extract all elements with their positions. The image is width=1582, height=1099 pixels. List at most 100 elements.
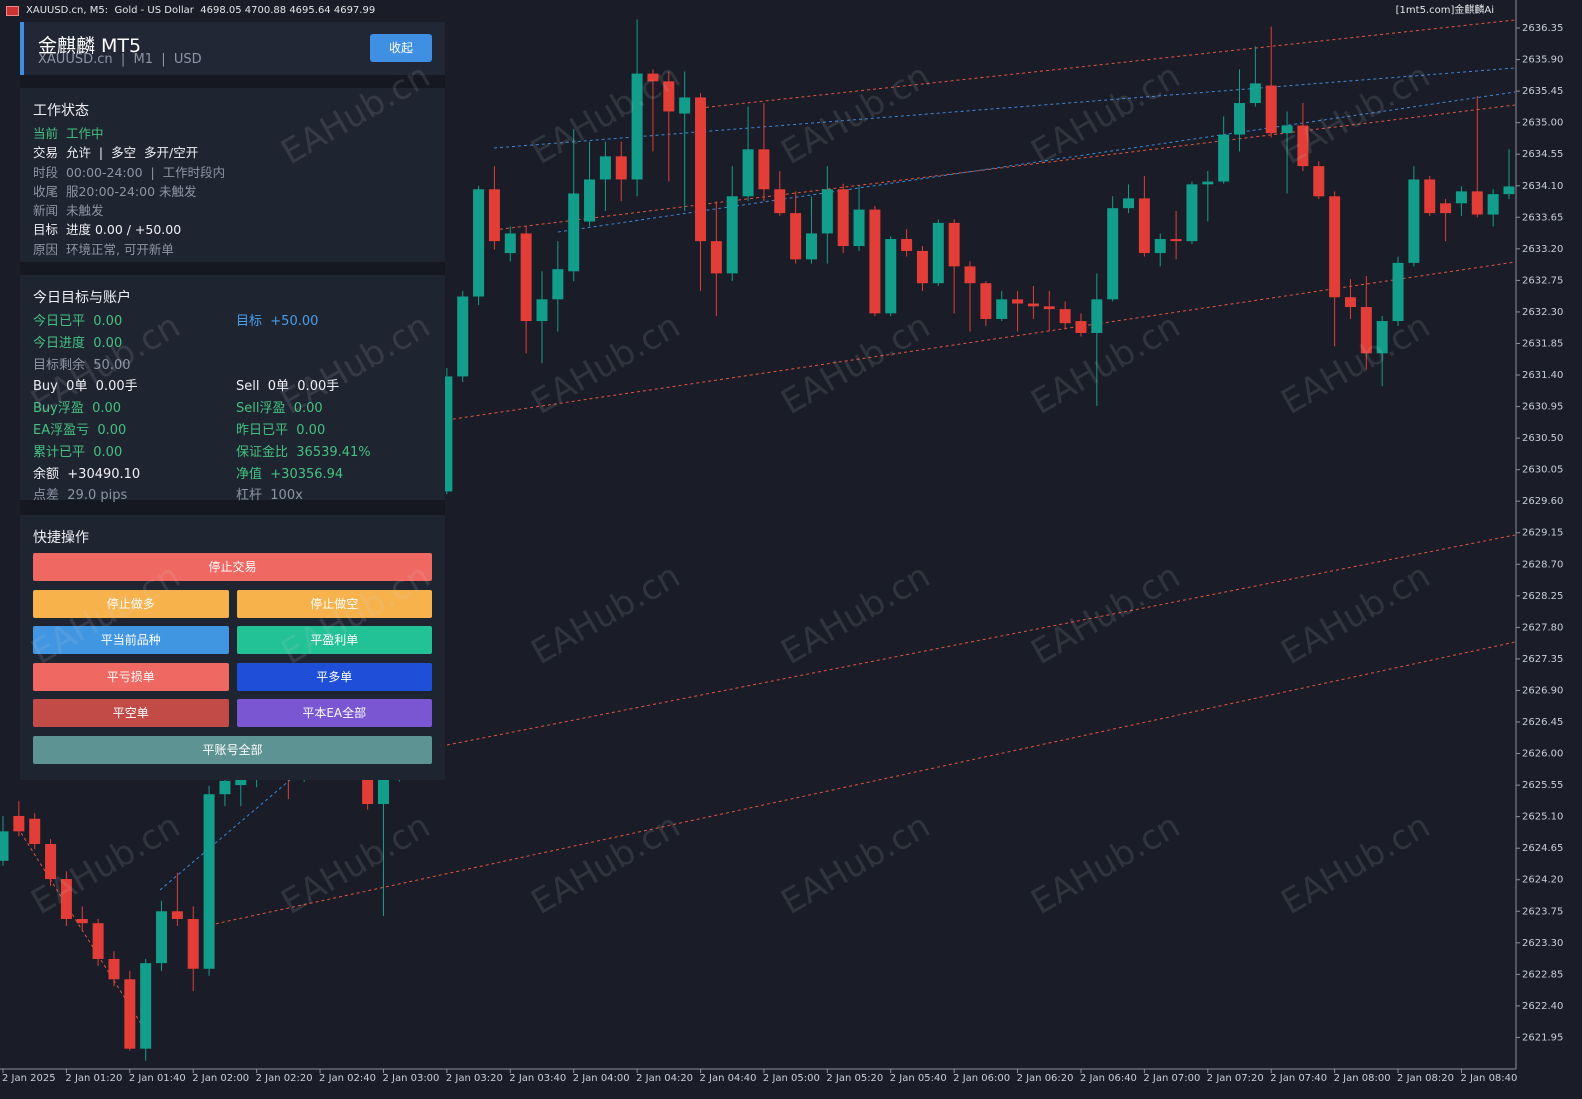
candle-body	[663, 81, 675, 112]
account-label: 目标	[236, 314, 263, 329]
candle-body	[1043, 306, 1055, 310]
account-value: 0单 0.00手	[267, 379, 340, 395]
spacer	[58, 203, 66, 218]
candle-body	[1186, 184, 1198, 242]
candle-body	[1107, 208, 1119, 300]
account-value: 0.00	[93, 335, 123, 351]
account-item: 净值 +30356.94	[236, 464, 343, 486]
y-tick-label: 2626.45	[1522, 717, 1563, 728]
candle-body	[1202, 181, 1214, 185]
action-button[interactable]: 平多单	[236, 662, 432, 691]
action-button[interactable]: 平当前品种	[33, 626, 229, 654]
x-tick-label: 2 Jan 04:40	[700, 1073, 757, 1084]
symbol-info: XAUUSD.cn, M5: Gold - US Dollar 4698.05 …	[26, 0, 375, 22]
action-button[interactable]: 平账号全部	[33, 735, 432, 764]
account-label: 累计已平	[33, 444, 86, 460]
account-label: 今日进度	[33, 335, 86, 351]
action-button[interactable]: 平本EA全部	[236, 699, 432, 727]
action-button[interactable]: 停止做空	[236, 589, 432, 618]
account-row: 点差 29.0 pips 杠杆 100x	[33, 485, 432, 507]
candle-body	[790, 213, 802, 260]
action-button[interactable]: 停止交易	[33, 553, 432, 581]
status-section: 工作状态 当前 工作中 交易 允许 | 多空 多开/空开 时段 00:00-24:0…	[20, 88, 445, 262]
collapse-button[interactable]: 收起	[370, 34, 432, 62]
account-label: Buy浮盈	[33, 401, 84, 417]
account-item: 目标 +50.00	[236, 311, 318, 333]
candle-body	[76, 918, 88, 924]
account-item: 余额 +30490.10	[33, 464, 140, 486]
account-value: 0单 0.00手	[66, 379, 138, 395]
y-tick-label: 2632.75	[1522, 275, 1563, 286]
status-row: 当前 工作中	[33, 124, 432, 143]
y-tick-label: 2630.50	[1522, 433, 1563, 444]
x-tick-label: 2 Jan 07:40	[1270, 1073, 1327, 1084]
button-row: 平空单 平本EA全部	[33, 699, 432, 727]
account-label: Sell浮盈	[236, 401, 286, 417]
y-tick-label: 2626.90	[1522, 685, 1563, 696]
candle-body	[1234, 103, 1246, 135]
x-tick-label: 2 Jan 05:40	[890, 1073, 947, 1084]
action-button[interactable]: 平空单	[33, 699, 229, 727]
candle-body	[774, 189, 786, 214]
candle-body	[552, 269, 564, 300]
candle-body	[916, 250, 928, 284]
y-tick-label: 2634.10	[1522, 181, 1563, 192]
account-value: 0.00	[93, 444, 123, 460]
account-label: Buy	[33, 379, 58, 395]
account-value: 100x	[270, 488, 303, 504]
candle-body	[1075, 321, 1087, 333]
x-tick-label: 2 Jan 03:20	[446, 1073, 503, 1084]
candle-body	[1091, 299, 1103, 333]
account-row: 今日进度 0.00	[33, 333, 432, 355]
candle-body	[1360, 307, 1372, 354]
status-row: 交易 允许 | 多空 多开/空开	[33, 143, 432, 162]
y-tick-label: 2625.10	[1522, 812, 1563, 823]
account-value: 29.0 pips	[67, 488, 128, 504]
account-value: 0.00	[293, 401, 323, 417]
candle-body	[615, 156, 627, 180]
account-label: 昨日已平	[236, 422, 289, 438]
candle-body	[695, 97, 707, 242]
status-value: 服20:00-24:00 未触发	[65, 183, 197, 199]
candle-body	[1392, 262, 1404, 322]
section-title: 今日目标与账户	[33, 290, 131, 306]
candle-body	[1297, 125, 1309, 167]
candle-body	[1012, 299, 1024, 304]
candle-body	[885, 239, 897, 314]
y-tick-label: 2630.95	[1522, 402, 1563, 413]
spacer	[58, 242, 66, 257]
candle-body	[488, 189, 500, 242]
action-button[interactable]: 平亏损单	[33, 662, 229, 691]
y-tick-label: 2636.35	[1522, 23, 1563, 34]
candle-body	[568, 193, 580, 272]
account-item: 今日进度 0.00	[33, 333, 122, 355]
candle-body	[45, 843, 57, 880]
account-item: 目标剩余 50.00	[33, 355, 131, 377]
candle-body	[441, 376, 453, 492]
candle-body	[742, 149, 754, 197]
status-label: 新闻	[33, 203, 59, 219]
status-value: 允许 | 多空 多开/空开	[65, 145, 199, 161]
action-button[interactable]: 平盈利单	[236, 626, 432, 654]
account-item: Buy 0单 0.00手	[33, 376, 138, 398]
candle-body	[156, 911, 168, 964]
candle-body	[92, 923, 104, 959]
candle-body	[1503, 186, 1515, 195]
action-button[interactable]: 停止做多	[33, 589, 229, 618]
y-tick-label: 2635.90	[1522, 55, 1563, 66]
candle-body	[29, 818, 41, 844]
account-row: 目标剩余 50.00	[33, 355, 432, 377]
y-tick-label: 2633.65	[1522, 212, 1563, 223]
candle-body	[964, 266, 976, 284]
y-tick-label: 2627.80	[1522, 622, 1563, 633]
account-label: EA浮盈亏	[33, 422, 90, 438]
spacer	[58, 165, 66, 180]
y-tick-label: 2622.40	[1522, 1001, 1563, 1012]
brand[interactable]: [1mt5.com]金麒麟Ai	[1395, 5, 1494, 16]
candle-body	[647, 73, 659, 82]
y-tick-label: 2623.30	[1522, 938, 1563, 949]
button-row: 停止做多 停止做空	[33, 589, 432, 618]
status-row: 收尾 服20:00-24:00 未触发	[33, 182, 432, 201]
candle-body	[171, 911, 183, 919]
y-tick-label: 2625.55	[1522, 780, 1563, 791]
